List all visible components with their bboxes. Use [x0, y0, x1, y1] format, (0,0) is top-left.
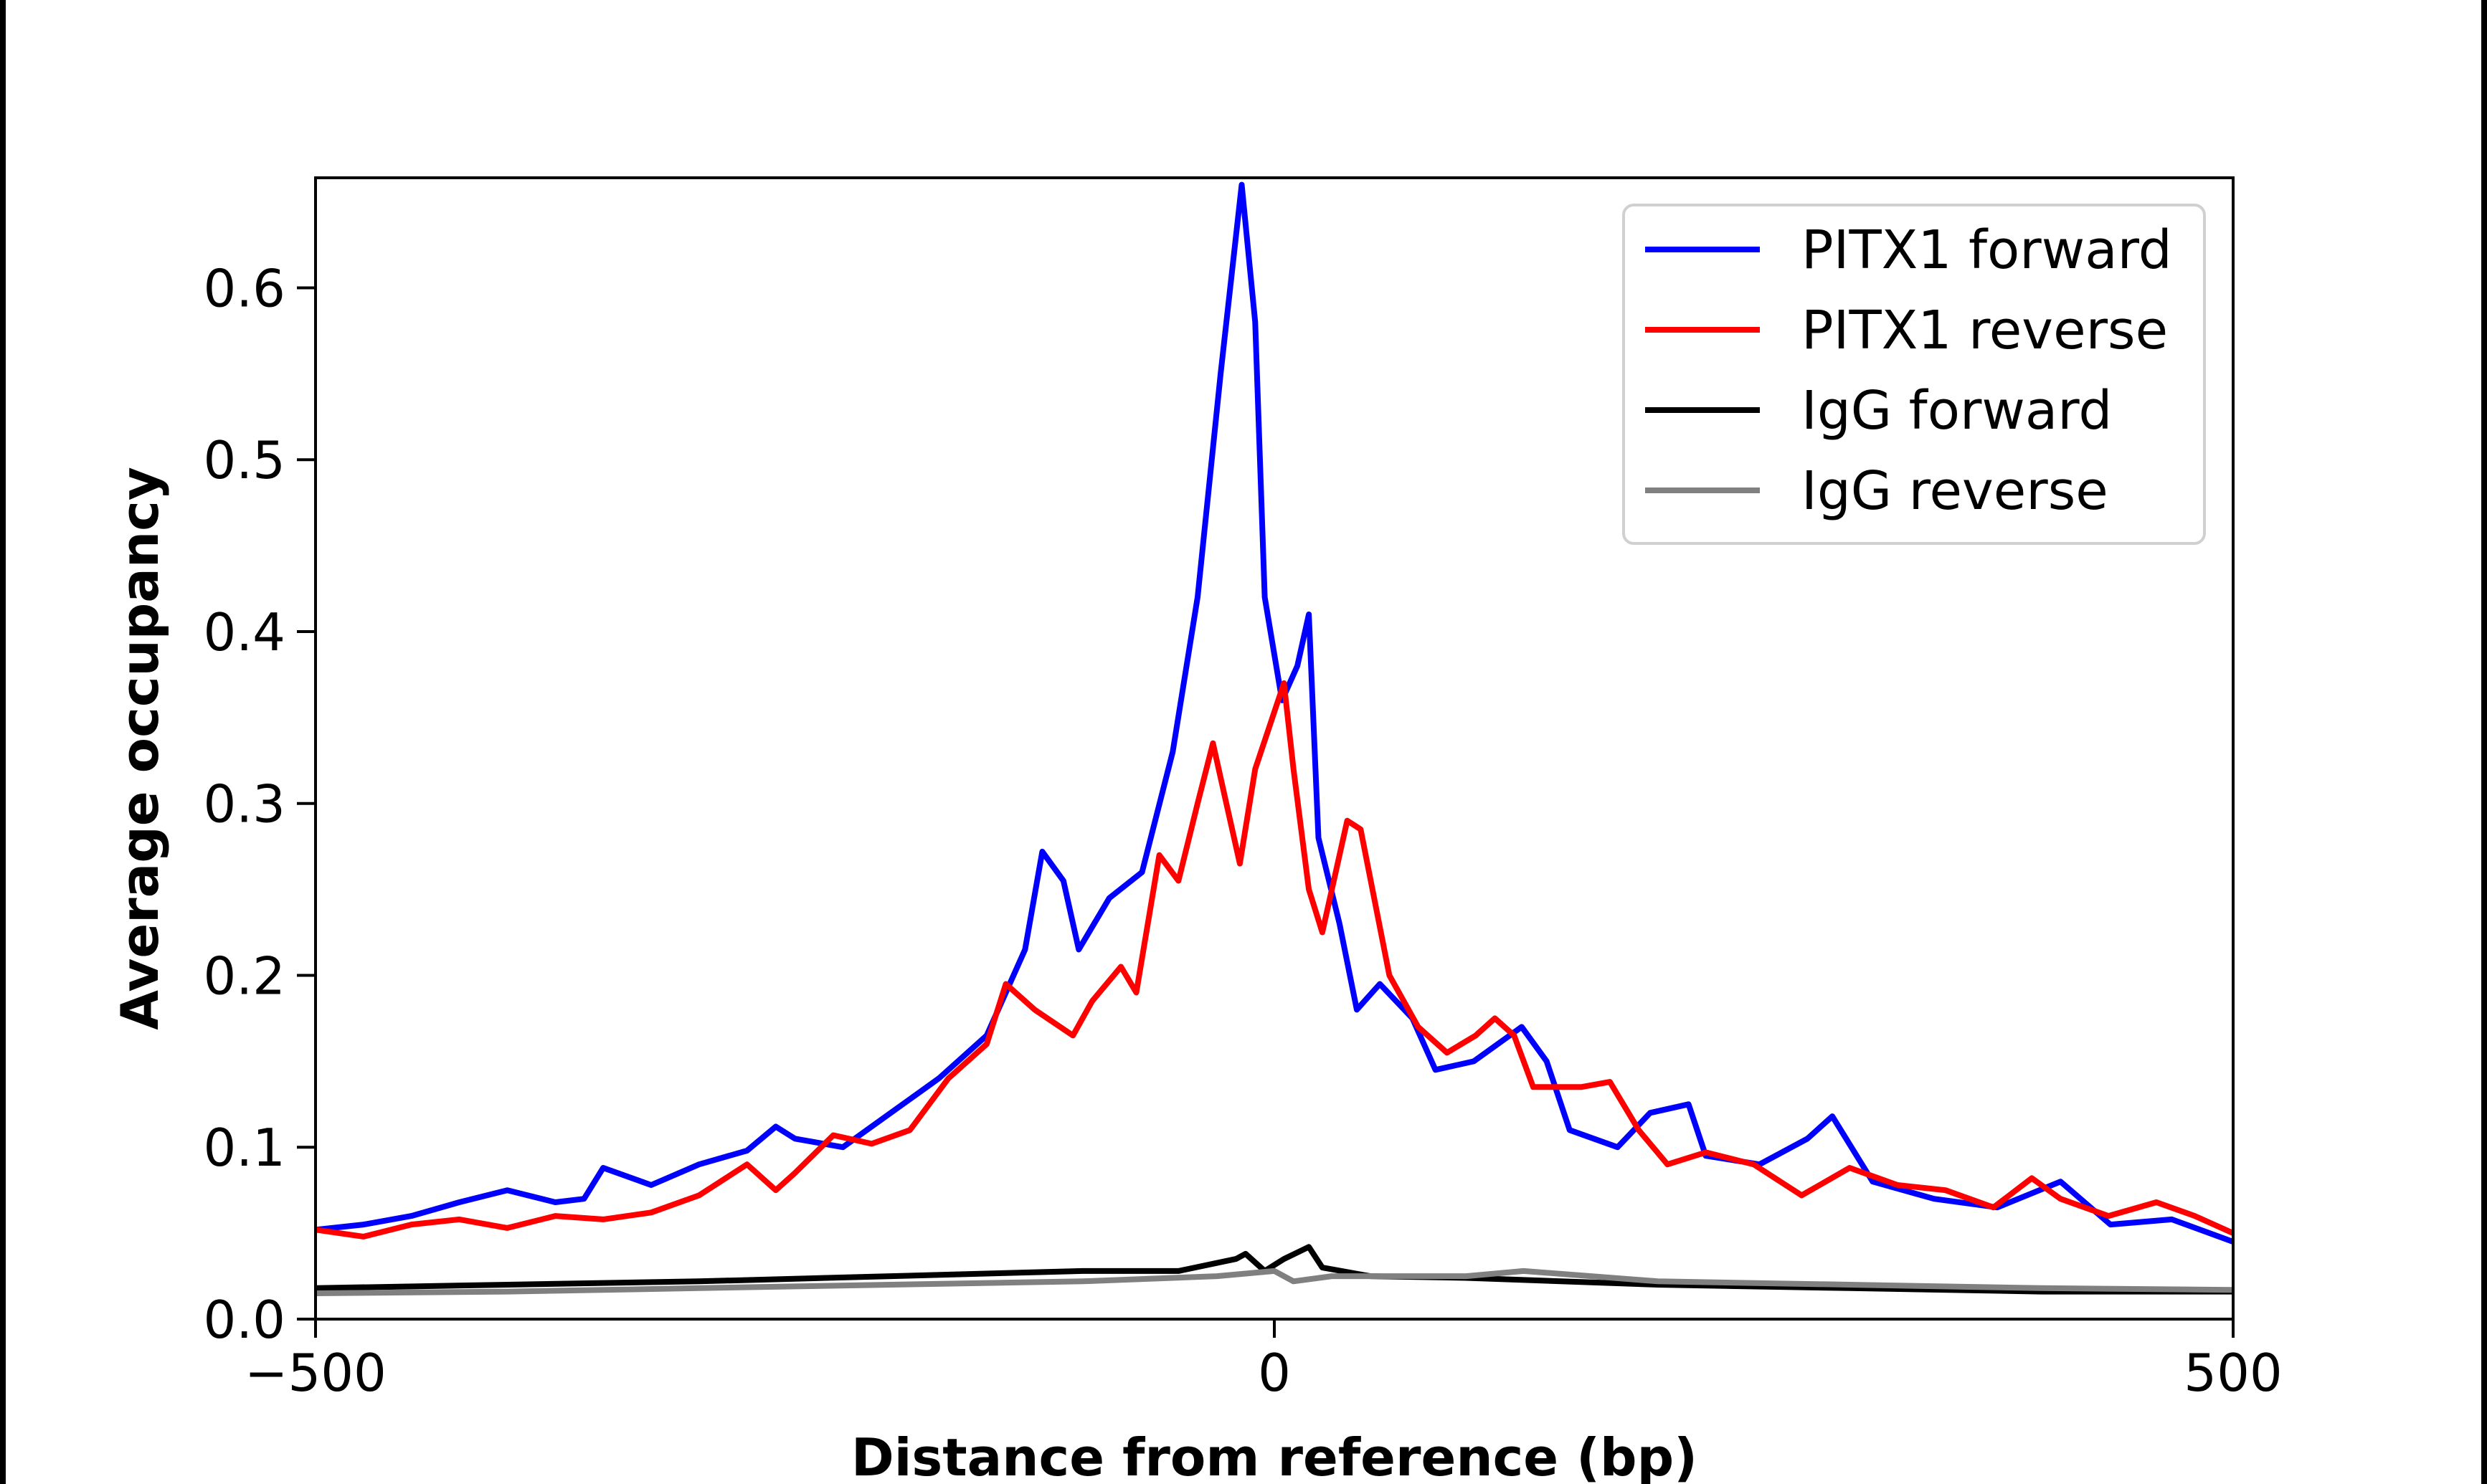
- y-axis-label: Average occupancy: [110, 467, 170, 1030]
- legend-label: IgG reverse: [1801, 460, 2108, 522]
- legend-label: IgG forward: [1801, 380, 2112, 442]
- y-tick-label: 0.0: [203, 1290, 285, 1350]
- y-tick-label: 0.2: [203, 946, 285, 1006]
- right-border: [2481, 0, 2487, 1484]
- left-border: [0, 0, 6, 1484]
- series-line-igg-reverse: [315, 1267, 2234, 1296]
- series-line-pitx1-reverse: [315, 680, 2235, 1240]
- legend-label: PITX1 reverse: [1801, 300, 2168, 361]
- series-lines: [315, 181, 2235, 1296]
- series-line-igg-forward: [315, 1244, 2233, 1295]
- x-axis-label: Distance from reference (bp): [851, 1427, 1697, 1484]
- y-tick-label: 0.6: [203, 258, 285, 318]
- y-tick-label: 0.5: [203, 430, 285, 490]
- x-tick-label: 500: [2184, 1343, 2282, 1403]
- legend-box: [1622, 204, 2206, 545]
- y-tick-label: 0.1: [203, 1118, 285, 1178]
- y-tick-label: 0.3: [203, 774, 285, 834]
- x-tick-label: 0: [1258, 1343, 1291, 1403]
- x-tick-label: −500: [245, 1343, 387, 1403]
- axis-ticks: −500 0 500 0.0 0.1 0.2 0.3 0.4 0.5 0.6: [203, 258, 2282, 1403]
- y-tick-label: 0.4: [203, 602, 285, 662]
- legend: PITX1 forward PITX1 reverse IgG forward IgG…: [1622, 204, 2206, 545]
- legend-label: PITX1 forward: [1801, 219, 2172, 281]
